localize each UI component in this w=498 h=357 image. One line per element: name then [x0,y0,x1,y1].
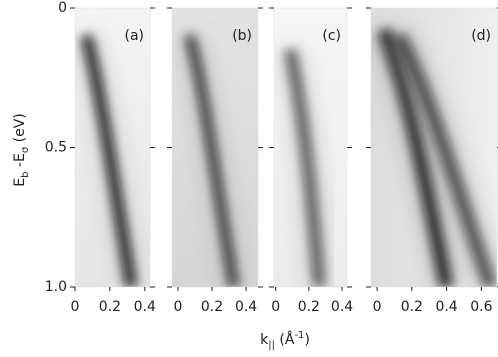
panel: (c) 0 0.2 0.4 [269,7,353,315]
panel: (b) 0 0.2 0.4 [167,7,263,315]
intensity-map [274,8,347,287]
x-tick-label: 0 [173,299,182,315]
intensity-map [371,8,497,287]
panel: (d) 0 0.2 0.4 0.6 [366,7,498,315]
x-tick-label: 0.4 [134,299,156,315]
panel-label: (a) [124,28,144,44]
x-tick-label: 0.2 [99,299,121,315]
panel-label: (c) [322,28,341,44]
x-axis-label: k|| (Å-1) [260,330,310,351]
label-part: (eV) [12,113,28,147]
x-tick-label: 0.2 [201,299,223,315]
y-tick-label: 0 [58,0,67,16]
y-tick-label: 0.5 [45,140,67,156]
x-tick-label: 0 [271,299,280,315]
x-tick-label: 0.4 [435,299,457,315]
band [184,34,239,287]
intensity-map [75,8,150,287]
panels: (a)0 0.2 0.400.51.0(b)0 0.2 0.4(c)0 0.2 0.4(d)… [45,0,498,315]
y-axis-label: Eb -Eσ (eV) [12,113,31,187]
x-tick-label: 0 [71,299,80,315]
label-part: (Å [275,331,295,348]
band [80,34,137,287]
x-tick-label: 0.4 [235,299,257,315]
panel-label: (b) [232,28,252,44]
x-tick-label: 0.2 [298,299,320,315]
band [284,48,325,287]
panel: (a) 0 0.2 0.4 0 0.5 1.0 [45,0,156,315]
x-tick-label: 0 [373,299,382,315]
label-sub: b [20,172,31,178]
label-part: E [12,178,28,187]
label-part: -E [12,153,28,171]
x-tick-label: 0.2 [401,299,423,315]
y-tick-label: 1.0 [45,279,67,295]
label-sub: -1 [294,330,304,341]
intensity-map [172,8,258,287]
label-sub: || [268,340,275,351]
label-sub: σ [20,146,31,153]
label-part: ) [304,332,309,348]
panel-label: (d) [471,28,491,44]
x-tick-label: 0.4 [331,299,353,315]
x-tick-label: 0.6 [470,299,492,315]
band [392,32,497,287]
label-part: k [260,332,269,348]
